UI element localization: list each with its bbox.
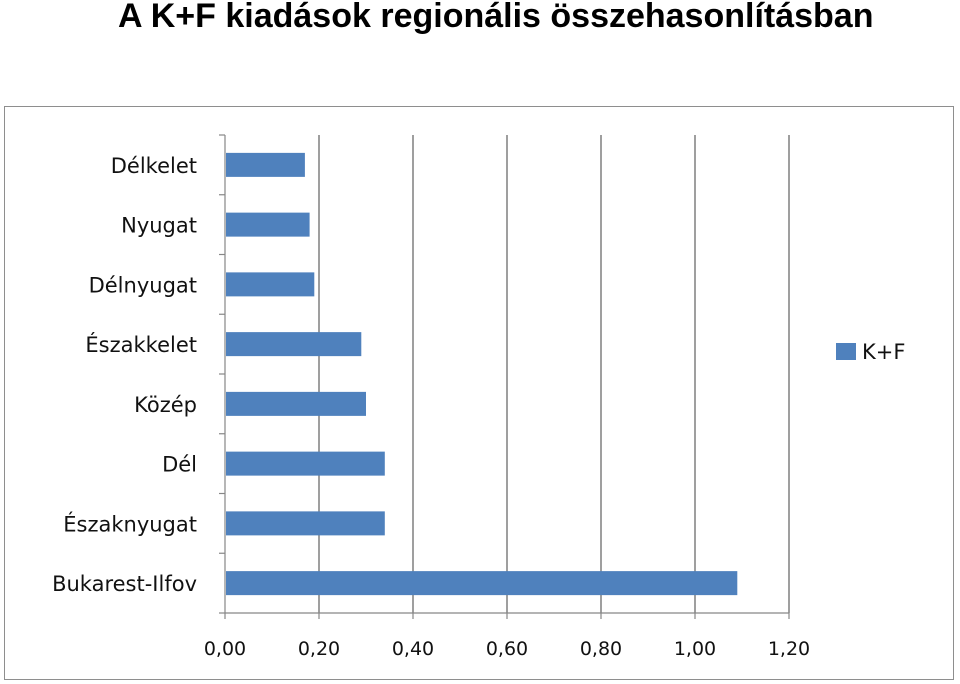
- gridlines: [318, 135, 790, 613]
- category-label: Északkelet: [85, 332, 197, 357]
- bar: [226, 391, 366, 416]
- category-label: Bukarest-Ilfov: [52, 572, 197, 596]
- category-label: Északnyugat: [63, 511, 197, 536]
- x-tick-label: 1,20: [768, 638, 810, 660]
- x-tick-label: 0,40: [392, 638, 434, 660]
- legend-swatch-kf: [836, 343, 856, 360]
- x-tick-label: 0,20: [298, 638, 340, 660]
- bar: [226, 451, 385, 476]
- category-label: Délnyugat: [89, 273, 197, 297]
- bar: [226, 212, 310, 237]
- legend-label-kf: K+F: [862, 340, 905, 364]
- bars: [226, 152, 738, 596]
- bar: [226, 152, 305, 177]
- bar: [226, 571, 738, 596]
- bar: [226, 332, 362, 357]
- category-label: Nyugat: [121, 214, 197, 238]
- bar: [226, 511, 385, 536]
- category-label: Délkelet: [111, 154, 197, 178]
- x-tick-label: 0,60: [486, 638, 528, 660]
- x-tick-label: 1,00: [674, 638, 716, 660]
- labels: 0,00 0,20 0,40 0,60 0,80 1,00 1,20 Délkelet Nyug…: [52, 154, 810, 660]
- x-tick-label: 0,80: [580, 638, 622, 660]
- bar: [226, 272, 315, 297]
- category-label: Közép: [134, 393, 197, 417]
- slide-title: A K+F kiadások regionális összehasonlítá…: [118, 0, 874, 35]
- x-tick-label: 0,00: [204, 638, 246, 660]
- category-label: Dél: [162, 453, 197, 477]
- axes: [219, 134, 790, 619]
- legend: K+F: [836, 340, 905, 364]
